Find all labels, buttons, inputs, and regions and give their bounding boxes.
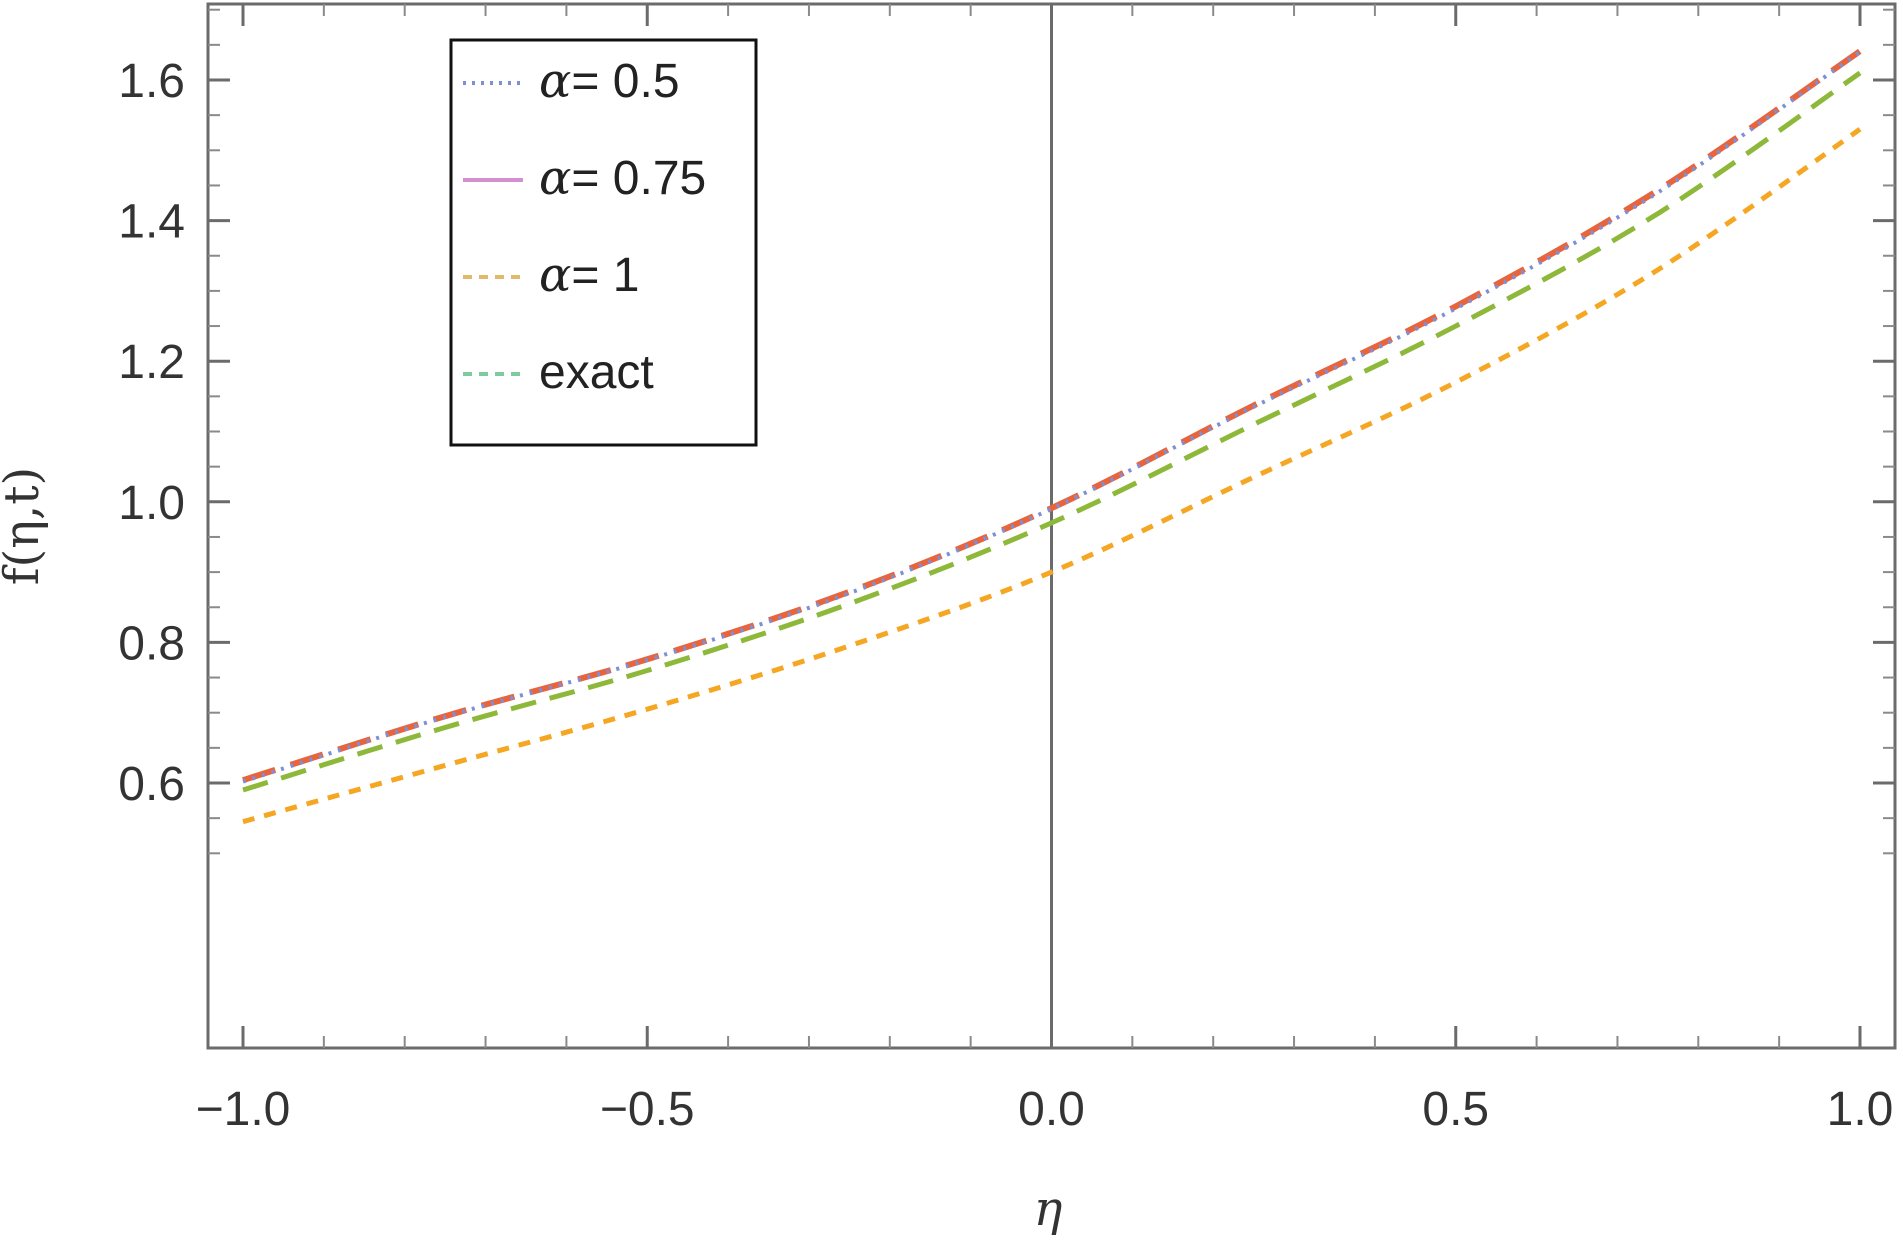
x-tick-label: 0.5 xyxy=(1422,1083,1489,1136)
axis-ticks xyxy=(208,4,1895,1048)
series-line-2 xyxy=(242,127,1862,825)
series-line-1 xyxy=(242,48,1862,784)
legend-box xyxy=(449,38,758,447)
y-tick-label: 1.6 xyxy=(118,55,185,108)
legend-label: α= 1 xyxy=(539,247,639,303)
y-axis-title: f(η,t) xyxy=(0,467,50,586)
legend-label: α= 0.5 xyxy=(539,53,680,109)
legend-alpha-symbol: α xyxy=(539,53,571,109)
legend-label-text: exact xyxy=(539,346,654,399)
x-tick-label: 1.0 xyxy=(1827,1083,1894,1136)
tick-labels: −1.0 −0.5 0.0 0.5 1.0 0.6 0.8 1.0 1.2 1.4 1.6 xyxy=(118,55,1893,1136)
series-line-3 xyxy=(242,70,1862,793)
legend-label: α= 0.75 xyxy=(539,150,706,206)
series-layer xyxy=(242,48,1862,825)
y-tick-label: 0.8 xyxy=(118,617,185,670)
legend-label-text: = 0.75 xyxy=(571,152,706,205)
legend-label-text: = 1 xyxy=(571,249,639,302)
y-tick-label: 1.0 xyxy=(118,477,185,530)
y-tick-label: 1.4 xyxy=(118,196,185,249)
x-tick-label: −1.0 xyxy=(196,1083,291,1136)
y-tick-label: 0.6 xyxy=(118,758,185,811)
x-axis-title: η xyxy=(1034,1181,1063,1237)
x-tick-label: 0.0 xyxy=(1018,1083,1085,1136)
legend-label-text: = 0.5 xyxy=(571,55,679,108)
legend-alpha-symbol: α xyxy=(539,150,571,206)
legend-alpha-symbol: α xyxy=(539,247,571,303)
y-tick-label: 1.2 xyxy=(118,336,185,389)
legend-label: exact xyxy=(539,346,654,399)
x-tick-label: −0.5 xyxy=(600,1083,695,1136)
series-line-0 xyxy=(242,50,1862,784)
